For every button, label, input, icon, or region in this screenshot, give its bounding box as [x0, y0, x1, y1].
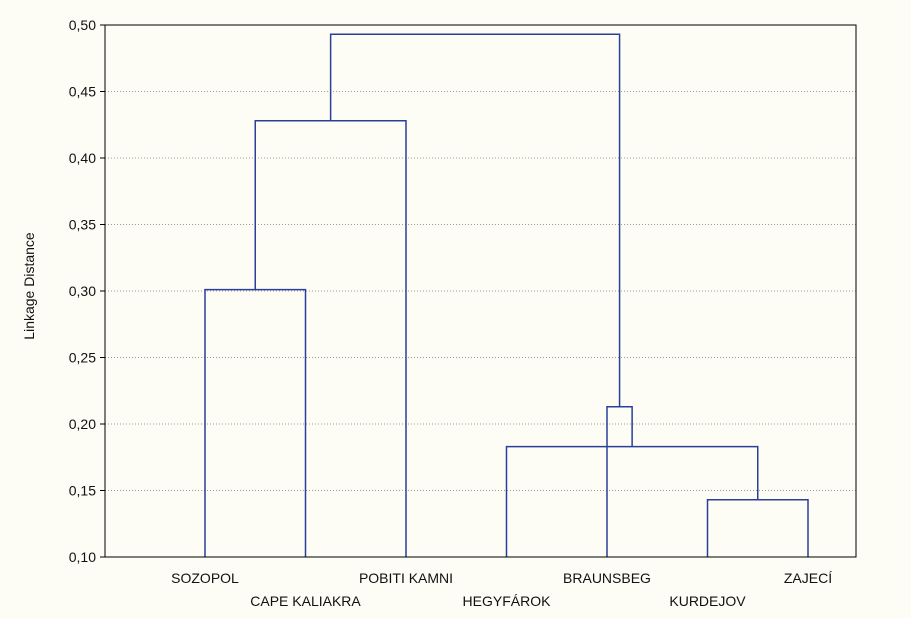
- y-tick-label: 0,10: [69, 549, 96, 565]
- y-tick-label: 0,25: [69, 350, 96, 366]
- dendrogram-link: [706, 499, 809, 557]
- leaf-label: CAPE KALIAKRA: [250, 593, 361, 609]
- leaf-labels: SOZOPOL CAPE KALIAKRA POBITI KAMNI HEGYFÁRO…: [171, 570, 832, 609]
- y-axis-label: Linkage Distance: [21, 232, 37, 340]
- y-tick-label: 0,50: [69, 17, 96, 33]
- y-tick-label: 0,45: [69, 84, 96, 100]
- dendrogram-link: [254, 120, 407, 557]
- dendrogram-link: [204, 288, 307, 557]
- y-tick-label: 0,15: [69, 483, 96, 499]
- y-tick-label: 0,20: [69, 416, 96, 432]
- dendrogram-link: [606, 405, 633, 557]
- leaf-label: ZAJECÍ: [784, 570, 832, 586]
- y-tick-label: 0,30: [69, 283, 96, 299]
- dendrogram-link: [505, 445, 759, 557]
- grid-lines: [105, 91, 856, 491]
- dendrogram-link: [329, 33, 621, 407]
- leaf-label: POBITI KAMNI: [359, 570, 453, 586]
- leaf-label: SOZOPOL: [171, 570, 239, 586]
- y-tick-label: 0,40: [69, 150, 96, 166]
- y-tick-label: 0,35: [69, 217, 96, 233]
- dendrogram-links: [204, 33, 809, 557]
- leaf-label: BRAUNSBEG: [563, 570, 651, 586]
- leaf-label: KURDEJOV: [669, 593, 746, 609]
- y-axis-ticks: 0,10 0,15 0,20 0,25 0,30 0,35 0,40 0,45 0,50: [69, 17, 105, 565]
- leaf-label: HEGYFÁROK: [463, 593, 552, 609]
